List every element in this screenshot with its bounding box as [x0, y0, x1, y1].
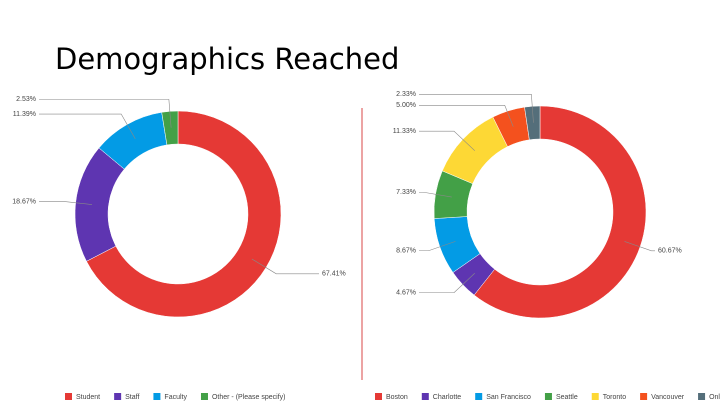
legend-label: Online [709, 394, 720, 401]
data-label: 8.67% [396, 248, 416, 255]
legend-label: Charlotte [433, 394, 462, 401]
data-label: 7.33% [396, 189, 416, 196]
donut-slice [161, 110, 179, 146]
legend-swatch [200, 393, 208, 400]
legend-label: Faculty [164, 394, 187, 401]
legend-swatch [640, 393, 648, 400]
donut-slice [74, 147, 125, 262]
leader-line [39, 113, 136, 139]
legend-label: Boston [386, 394, 408, 401]
data-label: 5.00% [396, 102, 416, 109]
leader-line [624, 241, 655, 252]
data-label: 60.67% [658, 248, 682, 255]
leader-line [419, 273, 475, 294]
leader-line [419, 105, 514, 127]
legend-label: Seattle [556, 394, 578, 401]
legend-swatch [475, 393, 483, 400]
leader-line [419, 130, 475, 151]
donut-slice [524, 105, 541, 141]
data-label: 67.41% [322, 271, 346, 278]
data-label: 2.33% [396, 91, 416, 98]
legend-label: Toronto [603, 394, 626, 401]
legend-label: Staff [125, 394, 139, 401]
legend-label: Student [76, 394, 100, 401]
donut-slice [86, 110, 282, 318]
leader-line [419, 191, 452, 198]
legend-swatch [153, 393, 161, 400]
leader-line [39, 99, 172, 128]
legend-swatch [591, 393, 599, 400]
data-label: 11.39% [13, 111, 36, 118]
leader-line [419, 241, 456, 252]
legend-swatch [65, 393, 72, 400]
slide-title: Demographics Reached [55, 42, 399, 76]
data-label: 18.67% [12, 198, 36, 205]
legend-swatch [421, 393, 429, 400]
legend-label: Vancouver [651, 394, 685, 401]
legend-swatch [698, 393, 706, 400]
leader-line [39, 201, 93, 205]
legend-label: Other - (Please specify) [212, 394, 286, 401]
data-label: 11.33% [393, 128, 416, 135]
legend-swatch [375, 393, 382, 400]
data-label: 2.53% [16, 96, 36, 103]
leader-line [419, 94, 534, 123]
data-label: 4.67% [396, 290, 416, 297]
legend-swatch [544, 393, 552, 400]
donut-slice [473, 105, 647, 319]
legend-label: San Francisco [486, 394, 531, 401]
legend-swatch [114, 393, 122, 400]
leader-line [251, 258, 319, 275]
